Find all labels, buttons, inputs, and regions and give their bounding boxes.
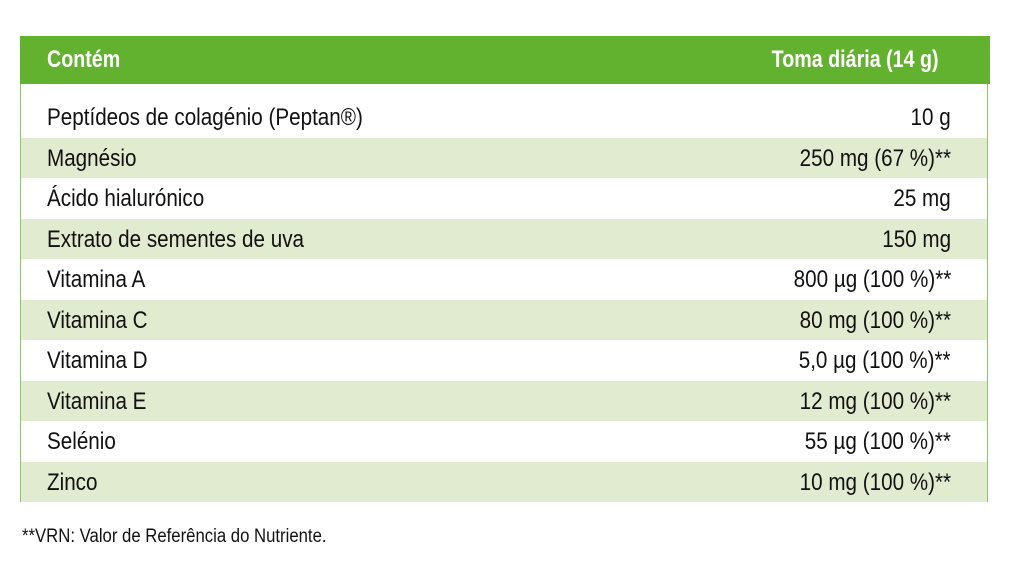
nutrient-amount: 55 µg (100 %)** xyxy=(804,428,951,455)
table-row: Vitamina E 12 mg (100 %)** xyxy=(21,380,987,421)
table-row: Magnésio 250 mg (67 %)** xyxy=(21,137,987,178)
nutrient-name: Ácido hialurónico xyxy=(47,185,205,212)
table-row: Ácido hialurónico 25 mg xyxy=(21,178,987,219)
table-row: Vitamina A 800 µg (100 %)** xyxy=(21,259,987,300)
nutrient-name: Zinco xyxy=(47,468,98,496)
nutrient-amount: 5,0 µg (100 %)** xyxy=(799,347,951,374)
nutrient-name: Selénio xyxy=(47,428,116,455)
nutrient-name: Vitamina C xyxy=(47,306,148,334)
nutrient-amount: 150 mg xyxy=(882,225,951,253)
nutrient-name: Peptídeos de colagénio (Peptan®) xyxy=(47,104,363,131)
nutrient-name: Vitamina E xyxy=(47,387,147,415)
table-row: Vitamina C 80 mg (100 %)** xyxy=(21,299,987,340)
nutrition-table: Contém Toma diária (14 g) Peptídeos de c… xyxy=(20,36,990,502)
table-row: Vitamina D 5,0 µg (100 %)** xyxy=(21,340,987,381)
table-row: Selénio 55 µg (100 %)** xyxy=(21,421,987,462)
table-row: Zinco 10 mg (100 %)** xyxy=(21,461,987,502)
nutrient-name: Vitamina D xyxy=(47,347,148,374)
nutrient-amount: 12 mg (100 %)** xyxy=(799,387,951,415)
nutrient-name: Vitamina A xyxy=(47,266,146,293)
nutrient-name: Magnésio xyxy=(47,144,137,172)
header-contains: Contém xyxy=(47,46,121,73)
nutrient-amount: 25 mg xyxy=(893,185,951,212)
table-row: Extrato de sementes de uva 150 mg xyxy=(21,218,987,259)
nutrient-amount: 10 mg (100 %)** xyxy=(799,468,951,496)
table-header: Contém Toma diária (14 g) xyxy=(20,36,990,84)
nutrient-amount: 80 mg (100 %)** xyxy=(799,306,951,334)
table-row: Peptídeos de colagénio (Peptan®) 10 g xyxy=(21,97,987,138)
header-daily-dose: Toma diária (14 g) xyxy=(772,46,939,73)
nutrient-amount: 800 µg (100 %)** xyxy=(793,266,951,293)
nutrient-amount: 10 g xyxy=(910,104,951,131)
nutrient-name: Extrato de sementes de uva xyxy=(47,225,305,253)
footnote: **VRN: Valor de Referência do Nutriente. xyxy=(22,526,327,547)
nutrient-amount: 250 mg (67 %)** xyxy=(799,144,951,172)
table-body: Peptídeos de colagénio (Peptan®) 10 g Magn… xyxy=(21,97,987,502)
